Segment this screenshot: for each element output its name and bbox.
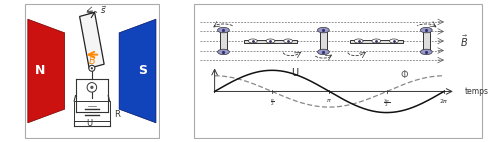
Text: R: R [114,110,120,119]
Circle shape [318,49,329,55]
Circle shape [318,27,329,33]
Bar [423,30,430,52]
Circle shape [90,86,94,89]
Circle shape [218,27,229,33]
Circle shape [266,39,275,43]
Text: $\vec{B}$: $\vec{B}$ [461,33,468,49]
Circle shape [89,65,95,71]
Text: $\vec{s}$: $\vec{s}$ [100,4,107,16]
Text: $\overline{B}$: $\overline{B}$ [88,52,96,67]
Circle shape [372,39,381,43]
Circle shape [354,39,363,43]
Circle shape [420,49,432,55]
Circle shape [390,39,398,43]
Bar [74,101,110,121]
Circle shape [218,49,229,55]
Text: N: N [35,64,45,78]
Bar [320,30,327,52]
Bar [220,30,227,52]
Circle shape [87,83,97,92]
Text: temps: temps [465,87,489,96]
Polygon shape [28,19,65,123]
Polygon shape [119,19,156,123]
Polygon shape [79,12,104,68]
Text: $2\pi$: $2\pi$ [439,97,449,105]
Circle shape [420,27,432,33]
Circle shape [248,39,257,43]
Text: $\frac{3\pi}{2}$: $\frac{3\pi}{2}$ [383,97,391,109]
Circle shape [284,39,293,43]
Text: S: S [138,64,147,78]
Text: $\frac{\pi}{2}$: $\frac{\pi}{2}$ [270,97,274,108]
Text: $\Phi$: $\Phi$ [400,68,410,80]
Circle shape [91,67,93,69]
Bar [244,39,297,42]
Text: U: U [86,119,92,128]
Text: U: U [292,68,298,78]
Bar [350,39,403,42]
Text: $\pi$: $\pi$ [326,97,332,104]
